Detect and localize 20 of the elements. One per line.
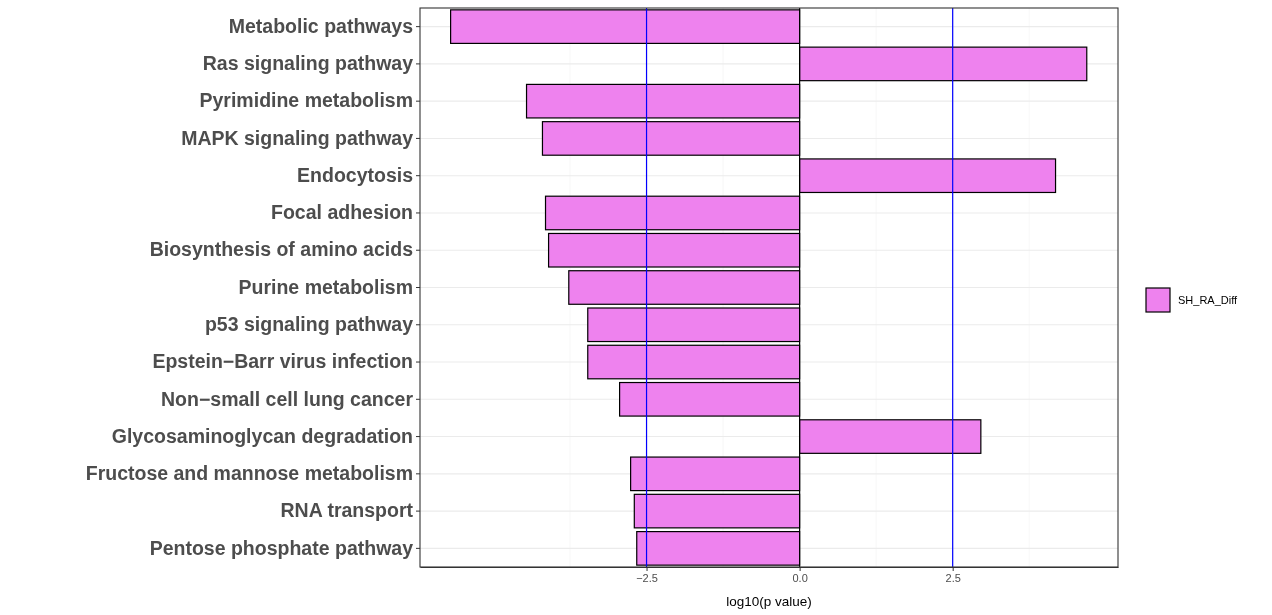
y-tick-label: MAPK signaling pathway [181,126,414,149]
x-axis-title: log10(p value) [726,594,812,609]
x-tick-label: 2.5 [945,571,961,584]
y-tick-label: Biosynthesis of amino acids [149,238,414,261]
y-tick-label: Non−small cell lung cancer [161,387,414,410]
y-tick-label: RNA transport [280,499,414,522]
x-tick-label: −2.5 [636,571,658,584]
y-tick-label: Epstein−Barr virus infection [152,350,413,373]
legend-label: SH_RA_Diff [1178,294,1239,306]
y-tick-label: Metabolic pathways [228,14,414,37]
y-tick-label: Purine metabolism [238,275,413,298]
y-tick-label: Focal adhesion [271,201,413,224]
y-tick-label: Fructose and mannose metabolism [85,462,413,485]
y-tick-label: p53 signaling pathway [204,313,414,336]
x-tick-label: 0.0 [792,571,808,584]
y-tick-label: Pyrimidine metabolism [199,89,413,112]
y-tick-label: Pentose phosphate pathway [149,536,414,559]
y-tick-label: Ras signaling pathway [202,52,414,75]
y-tick-label: Glycosaminoglycan degradation [111,424,413,447]
y-tick-label: Endocytosis [297,163,414,186]
